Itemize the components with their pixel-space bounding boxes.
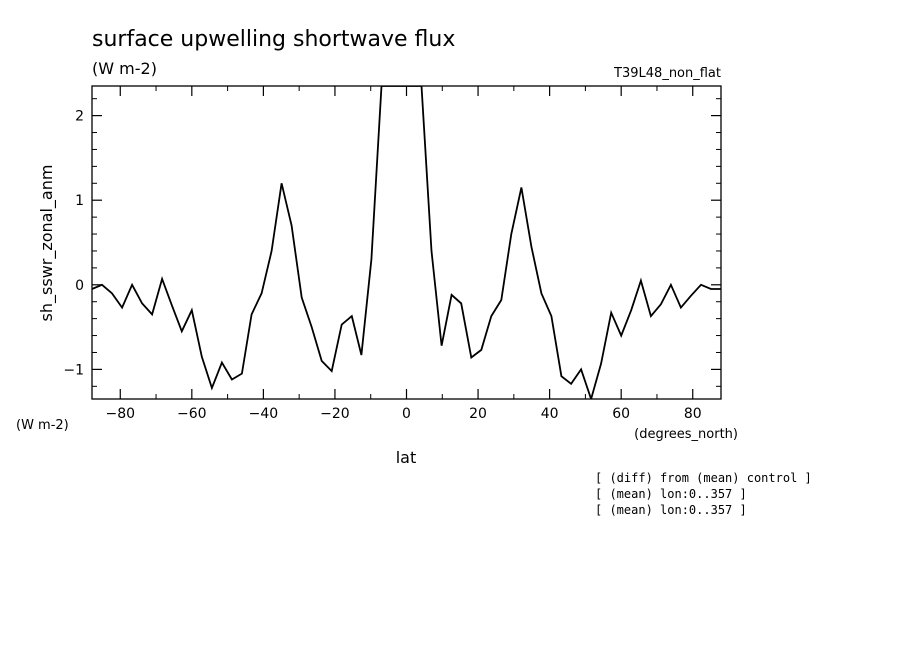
y-tick-label: 0 — [75, 278, 84, 294]
x-tick-labels: −80 −60 −40 −20 0 20 40 60 80 — [105, 406, 701, 422]
run-label: T39L48_non_flat — [613, 66, 721, 81]
series-line — [92, 86, 721, 399]
x-tick-label: 20 — [469, 406, 487, 422]
y-axis-units: (W m-2) — [16, 418, 69, 433]
note-line-1: [ (diff) from (mean) control ] — [595, 471, 812, 485]
axis-ticks — [92, 86, 721, 399]
note-line-3: [ (mean) lon:0..357 ] — [595, 503, 747, 517]
y-tick-label: −1 — [63, 362, 84, 378]
x-axis-units: (degrees_north) — [634, 427, 738, 442]
x-tick-label: 60 — [612, 406, 630, 422]
plot-frame — [91, 85, 722, 400]
chart-units: (W m-2) — [92, 59, 157, 78]
x-axis-label: lat — [396, 448, 417, 467]
y-tick-labels: −1 0 1 2 — [63, 109, 84, 379]
x-tick-label: 0 — [402, 406, 411, 422]
x-tick-label: −60 — [177, 406, 207, 422]
x-tick-label: 40 — [541, 406, 559, 422]
y-tick-label: 2 — [75, 109, 84, 125]
x-tick-label: −20 — [320, 406, 350, 422]
x-tick-label: 80 — [684, 406, 702, 422]
note-line-2: [ (mean) lon:0..357 ] — [595, 487, 747, 501]
x-tick-label: −80 — [105, 406, 135, 422]
y-tick-label: 1 — [75, 193, 84, 209]
chart-title: surface upwelling shortwave flux — [92, 27, 455, 52]
x-tick-label: −40 — [249, 406, 279, 422]
y-axis-label: sh_sswr_zonal_anm — [37, 165, 57, 322]
